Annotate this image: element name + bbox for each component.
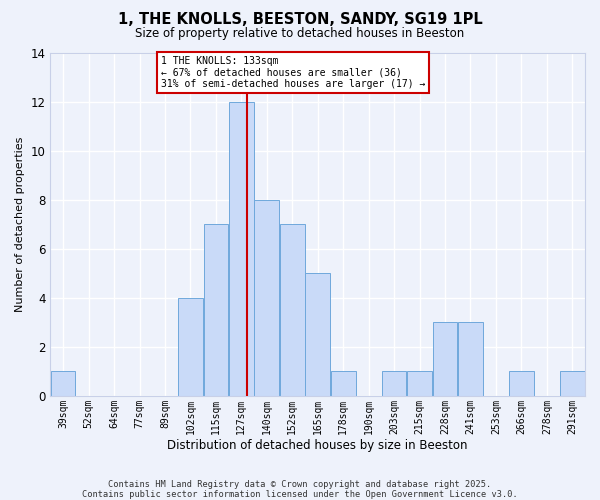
Bar (509, 372, 534, 396)
Bar (407, 372, 432, 396)
Bar (433, 322, 457, 396)
Text: 1, THE KNOLLS, BEESTON, SANDY, SG19 1PL: 1, THE KNOLLS, BEESTON, SANDY, SG19 1PL (118, 12, 482, 28)
Bar (560, 372, 584, 396)
Bar (280, 224, 305, 396)
Text: Size of property relative to detached houses in Beeston: Size of property relative to detached ho… (136, 28, 464, 40)
Bar (254, 200, 279, 396)
Bar (331, 372, 356, 396)
Text: 1 THE KNOLLS: 133sqm
← 67% of detached houses are smaller (36)
31% of semi-detac: 1 THE KNOLLS: 133sqm ← 67% of detached h… (161, 56, 425, 90)
Bar (203, 224, 228, 396)
Bar (305, 274, 330, 396)
Bar (178, 298, 203, 396)
X-axis label: Distribution of detached houses by size in Beeston: Distribution of detached houses by size … (167, 440, 468, 452)
Y-axis label: Number of detached properties: Number of detached properties (15, 136, 25, 312)
Bar (382, 372, 406, 396)
Text: Contains HM Land Registry data © Crown copyright and database right 2025.
Contai: Contains HM Land Registry data © Crown c… (82, 480, 518, 499)
Bar (51, 372, 76, 396)
Bar (458, 322, 483, 396)
Bar (229, 102, 254, 396)
